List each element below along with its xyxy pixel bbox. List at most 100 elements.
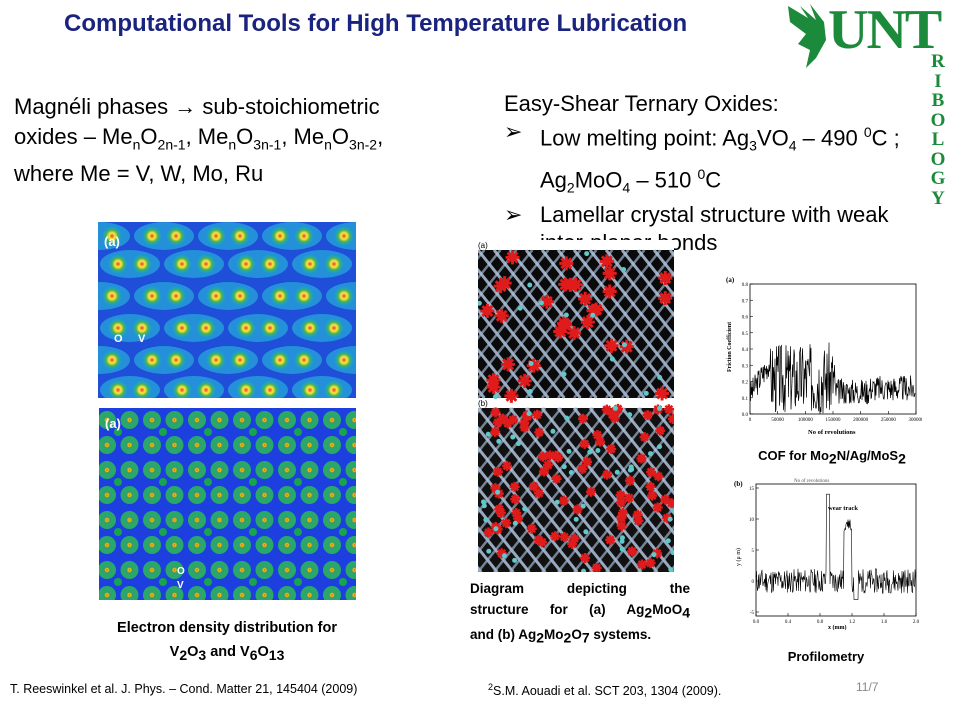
oxygen-atom [607,409,618,420]
metal-atom [522,506,528,512]
bullet-lamellar: ➢ Lamellar crystal structure with weak i… [504,202,889,256]
metal-atom [612,405,618,411]
metal-atom [538,300,544,306]
panel-label: (b) [734,480,743,488]
density-blob [349,540,356,550]
oxygen-atom [663,404,674,415]
density-blob [270,350,290,370]
oxygen-atom [498,413,509,424]
oxygen-atom [578,413,589,424]
oxygen-atom [591,562,602,572]
metal-atom [561,371,567,377]
oxygen-label: O [114,333,123,345]
density-blob [124,415,135,425]
oxygen-atom [617,508,628,519]
density-blob [142,350,162,370]
density-blob [102,465,112,475]
oxygen-atom [658,270,673,285]
density-blob [304,490,315,500]
electron-density-map-top: (a) O V [98,222,356,398]
oxygen-atom [526,358,541,373]
y-tick-label: 10 [749,518,755,523]
bond [478,407,595,555]
magneli-text: Magnéli phases → sub-stoichiometric oxid… [14,92,484,189]
oxygen-atom [517,373,532,388]
density-blob [206,226,226,246]
x-tick-label: 300000 [909,418,923,423]
density-blob [236,254,256,274]
trib-letter: O [930,148,946,170]
density-blob [294,578,302,586]
metal-atom [483,517,489,523]
density-blob [206,350,226,370]
oxygen-atom [494,308,509,323]
metal-atom [561,464,567,470]
x-axis-label: No of revolutions [808,429,856,436]
density-blob [334,350,354,370]
metal-atom [496,438,502,444]
bond [621,330,674,399]
density-blob [124,465,135,475]
oxygen-atom [616,497,627,508]
oxygen-atom [521,410,532,421]
density-blob [114,528,122,536]
density-blob [230,350,250,370]
density-blob [237,440,247,450]
magneli-line-1: Magnéli phases → sub-stoichiometric [14,94,380,119]
density-blob [282,440,292,450]
density-blob [142,226,162,246]
oxygen-atom [601,404,612,415]
oxygen-atom [580,315,595,330]
oxygen-atom [533,488,544,499]
density-blob [259,415,270,425]
density-blob [102,540,112,550]
bond [589,290,674,399]
oxygen-atom [615,490,626,501]
oxygen-atom [537,537,548,548]
metal-atom [550,428,556,434]
panel-label: (b) [478,399,488,408]
density-blob [147,515,157,525]
oxygen-atom [539,294,554,309]
oxygen-atom [490,426,501,437]
oxygen-atom [632,509,643,520]
density-blob [339,478,347,486]
metal-atom [651,552,657,558]
metal-atom [573,516,579,522]
oxygen-atom [494,504,505,515]
metal-atom [665,538,671,544]
metal-atom [527,389,533,395]
density-blob [237,490,247,500]
density-blob [169,515,180,525]
panel-label: (a) [105,416,121,431]
density-blob [169,490,180,500]
density-blob [282,415,292,425]
metal-atom [643,390,649,396]
oxygen-atom [623,493,634,504]
metal-atom [584,251,590,257]
oxygen-atom [483,527,494,538]
metal-atom [493,526,499,532]
density-blob [237,565,247,575]
y-tick-label: 0.8 [742,283,749,288]
density-blob [294,226,314,246]
density-blob [192,490,202,500]
x-tick-label: 0.4 [785,620,792,625]
metal-atom [564,415,570,421]
density-blob [327,465,337,475]
metal-atom [512,557,518,563]
trib-letter: O [930,109,946,131]
metal-atom [493,394,499,400]
density-blob [102,590,112,600]
density-blob [300,318,320,338]
density-blob [132,380,152,398]
oxygen-atom [653,471,664,482]
metal-atom [580,503,586,509]
density-blob [169,465,180,475]
oxygen-atom [528,481,539,492]
metal-atom [512,520,518,526]
oxygen-atom [667,414,674,425]
oxygen-atom [616,513,627,524]
oxygen-atom [495,508,506,519]
density-blob [249,528,257,536]
